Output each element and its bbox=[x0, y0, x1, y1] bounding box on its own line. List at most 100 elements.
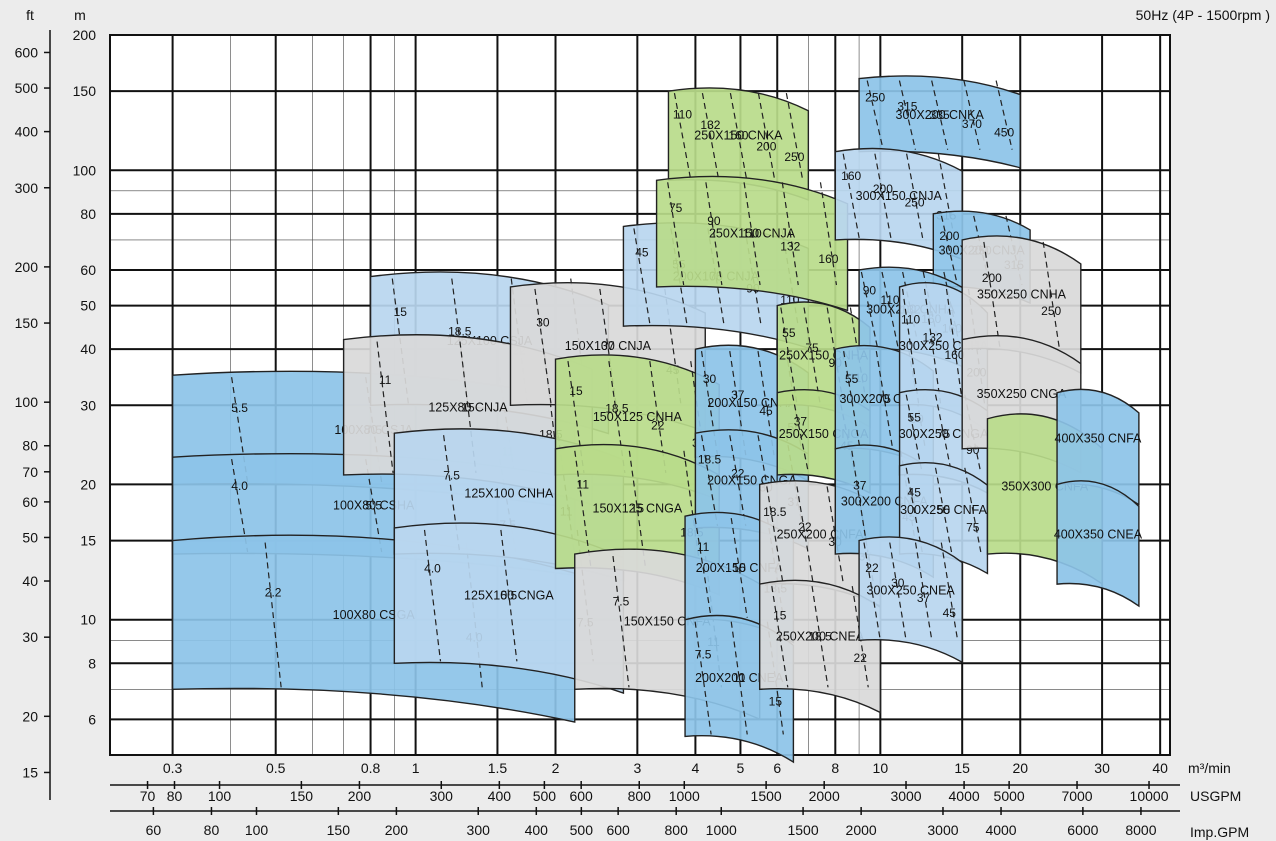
motor-power-label: 132 bbox=[923, 330, 943, 344]
pump-zone-label: 150X125 CNGA bbox=[593, 502, 683, 516]
usgpm-tick-label: 2000 bbox=[809, 788, 840, 804]
motor-power-label: 55 bbox=[908, 410, 922, 424]
y-tick-label-ft: 600 bbox=[15, 44, 39, 60]
motor-power-line bbox=[376, 341, 394, 473]
motor-power-label: 30 bbox=[703, 372, 717, 386]
y-tick-label-ft: 300 bbox=[15, 180, 39, 196]
motor-power-line bbox=[906, 153, 924, 239]
usgpm-tick-label: 100 bbox=[208, 788, 232, 804]
y-tick-label-m: 200 bbox=[73, 27, 97, 43]
motor-power-line bbox=[670, 228, 688, 325]
y-tick-label-m: 30 bbox=[80, 397, 96, 413]
motor-power-line bbox=[500, 529, 518, 662]
motor-power-label: 30 bbox=[536, 315, 550, 329]
motor-power-label: 55 bbox=[782, 326, 796, 340]
motor-power-line bbox=[766, 486, 784, 583]
motor-power-line bbox=[700, 351, 719, 456]
motor-power-label: 22 bbox=[798, 520, 812, 534]
motor-power-line bbox=[796, 486, 814, 583]
y-tick-label-m: 20 bbox=[80, 476, 96, 492]
motor-power-label: 18.5 bbox=[448, 324, 472, 338]
motor-power-line bbox=[705, 182, 723, 286]
impgpm-tick-label: 100 bbox=[245, 822, 269, 838]
x-tick-label: 5 bbox=[737, 760, 745, 776]
motor-power-label: 335 bbox=[930, 108, 950, 122]
motor-power-label: 15 bbox=[569, 384, 583, 398]
motor-power-line bbox=[914, 542, 933, 639]
motor-power-line bbox=[843, 351, 861, 447]
usgpm-tick-label: 800 bbox=[628, 788, 652, 804]
motor-power-label: 132 bbox=[780, 239, 800, 253]
usgpm-tick-label: 4000 bbox=[949, 788, 980, 804]
y-tick-label-ft: 400 bbox=[15, 124, 39, 140]
motor-power-label: 110 bbox=[901, 313, 920, 327]
usgpm-tick-label: 7000 bbox=[1061, 788, 1092, 804]
motor-power-label: 18.5 bbox=[808, 630, 832, 644]
motor-power-line bbox=[905, 394, 923, 474]
impgpm-tick-label: 200 bbox=[385, 822, 409, 838]
x-tick-label: 10 bbox=[873, 760, 889, 776]
usgpm-tick-label: 400 bbox=[488, 788, 512, 804]
motor-power-label: 11 bbox=[379, 373, 392, 387]
motor-power-label: 110 bbox=[880, 293, 899, 307]
motor-power-line bbox=[757, 93, 775, 179]
y-tick-label-ft: 30 bbox=[22, 629, 38, 645]
motor-power-line bbox=[963, 80, 981, 150]
motor-power-line bbox=[766, 621, 784, 735]
y-tick-label-ft: 50 bbox=[22, 529, 38, 545]
motor-power-line bbox=[781, 182, 799, 286]
y-tick-label-m: 80 bbox=[80, 206, 96, 222]
motor-power-line bbox=[423, 529, 442, 662]
pump-zone bbox=[1056, 480, 1140, 608]
motor-power-line bbox=[931, 80, 949, 150]
motor-power-line bbox=[791, 394, 810, 474]
impgpm-tick-label: 80 bbox=[204, 822, 220, 838]
y-tick-label-ft: 200 bbox=[15, 259, 39, 275]
motor-power-label: 7.5 bbox=[695, 648, 712, 662]
motor-power-label: 37 bbox=[794, 414, 808, 428]
motor-power-label: 75 bbox=[805, 341, 819, 355]
motor-power-label: 200 bbox=[756, 139, 776, 153]
usgpm-tick-label: 200 bbox=[348, 788, 372, 804]
motor-power-line bbox=[863, 542, 881, 639]
x-tick-label: 30 bbox=[1094, 760, 1110, 776]
y-tick-label-m: 10 bbox=[80, 612, 96, 628]
motor-power-line bbox=[851, 450, 869, 553]
impgpm-tick-label: 3000 bbox=[927, 822, 958, 838]
x-unit: m³/min bbox=[1188, 760, 1231, 776]
usgpm-unit: USGPM bbox=[1190, 788, 1241, 804]
impgpm-tick-label: 800 bbox=[665, 822, 689, 838]
y-tick-label-ft: 20 bbox=[22, 708, 38, 724]
x-tick-label: 4 bbox=[692, 760, 700, 776]
x-tick-label: 20 bbox=[1012, 760, 1028, 776]
motor-power-label: 15 bbox=[769, 694, 783, 708]
motor-power-line bbox=[633, 228, 651, 325]
usgpm-tick-label: 80 bbox=[167, 788, 183, 804]
pump-zone-label: 350X250 CNHA bbox=[977, 288, 1067, 302]
x-tick-label: 0.5 bbox=[266, 760, 286, 776]
motor-power-label: 18.5 bbox=[763, 505, 787, 519]
chart-title: 50Hz (4P - 1500rpm ) bbox=[1136, 7, 1270, 23]
motor-power-label: 15 bbox=[733, 561, 747, 575]
motor-power-label: 250 bbox=[865, 91, 885, 105]
y-tick-label-m: 6 bbox=[88, 711, 96, 727]
impgpm-tick-label: 1000 bbox=[706, 822, 737, 838]
motor-power-label: 11 bbox=[733, 671, 746, 685]
x-tick-label: 8 bbox=[831, 760, 839, 776]
y-tick-label-m: 15 bbox=[80, 533, 96, 549]
x-tick-label: 1 bbox=[412, 760, 420, 776]
pump-zone-label: 125X100 CNHA bbox=[464, 487, 554, 501]
usgpm-tick-label: 150 bbox=[290, 788, 314, 804]
impgpm-tick-label: 8000 bbox=[1125, 822, 1156, 838]
pump-zone bbox=[758, 579, 882, 714]
motor-power-label: 11 bbox=[577, 478, 590, 492]
motor-power-label: 200 bbox=[873, 182, 893, 196]
motor-power-line bbox=[881, 271, 899, 348]
y-tick-label-ft: 500 bbox=[15, 80, 39, 96]
y-tick-label-m: 60 bbox=[80, 262, 96, 278]
motor-power-line bbox=[707, 228, 725, 325]
motor-power-line bbox=[826, 486, 844, 583]
motor-power-line bbox=[1042, 241, 1060, 348]
motor-power-line bbox=[983, 241, 1001, 348]
motor-power-label: 55 bbox=[845, 372, 859, 386]
